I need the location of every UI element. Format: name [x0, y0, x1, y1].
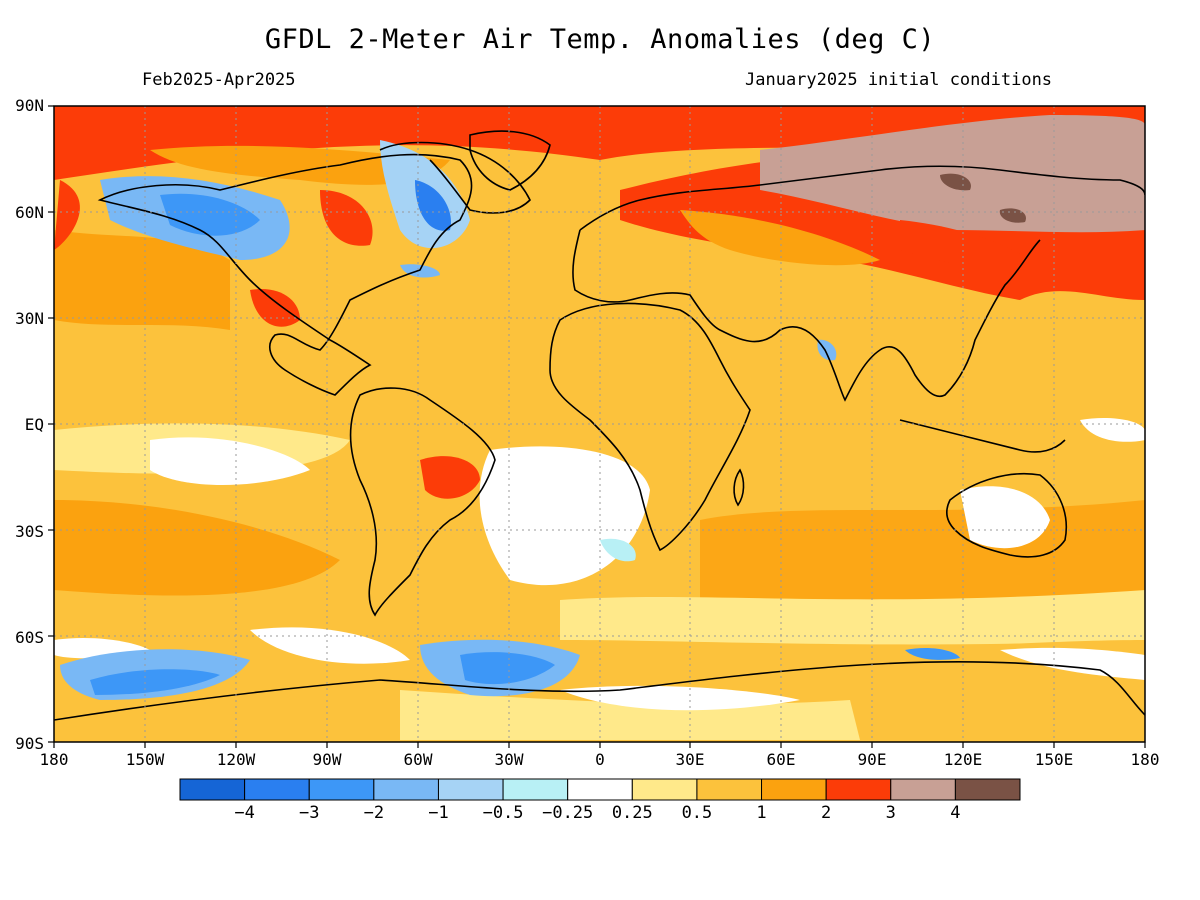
axis-ticks: [48, 105, 1146, 748]
colorbar-swatch: [437, 778, 504, 801]
lon-label: 60E: [766, 750, 796, 769]
lat-label: EQ: [24, 415, 44, 434]
colorbar-label: 2: [821, 803, 832, 823]
colorbar-swatch: [244, 778, 310, 801]
colorbar-swatch: [373, 778, 439, 801]
chart-title: GFDL 2-Meter Air Temp. Anomalies (deg C): [264, 24, 936, 55]
colorbar-swatch: [502, 778, 569, 801]
colorbar-label: 3: [885, 803, 896, 823]
colorbar-label: −0.25: [542, 803, 594, 823]
lat-label: 30S: [15, 522, 44, 541]
forecast-period: Feb2025-Apr2025: [142, 70, 296, 90]
colorbar-swatch: [567, 778, 633, 801]
lon-label: 180: [1130, 750, 1160, 769]
colorbar-swatch: [631, 778, 698, 801]
lon-label: 60W: [403, 750, 433, 769]
lat-label: 90N: [15, 96, 44, 115]
colorbar-swatch: [825, 778, 892, 801]
colorbar-swatch: [308, 778, 375, 801]
lon-label: 30W: [494, 750, 524, 769]
colorbar-swatch: [890, 778, 956, 801]
lon-label: 180: [39, 750, 69, 769]
colorbar-label: −0.5: [482, 803, 524, 823]
colorbar-swatch: [954, 778, 1021, 801]
lon-label: 30E: [675, 750, 705, 769]
colorbar-label: 0.5: [681, 803, 713, 823]
initial-conditions-label: January2025 initial conditions: [745, 70, 1053, 90]
lon-label: 150W: [125, 750, 165, 769]
colorbar-label: 1: [756, 803, 767, 823]
colorbar-label: −1: [428, 803, 449, 823]
colorbar-label: −2: [363, 803, 385, 823]
lon-label: 120W: [216, 750, 256, 769]
lon-label: 90E: [857, 750, 887, 769]
colorbar: [179, 778, 1021, 801]
colorbar-label: −3: [298, 803, 320, 823]
lon-label: 90W: [312, 750, 342, 769]
lat-label: 30N: [15, 309, 44, 328]
colorbar-label: 0.25: [611, 803, 653, 823]
lat-label: 60N: [15, 203, 44, 222]
lat-label: 60S: [15, 628, 44, 647]
graticule: [54, 106, 1145, 742]
colorbar-swatch: [696, 778, 763, 801]
colorbar-swatch: [179, 778, 246, 801]
lat-label: 90S: [15, 734, 44, 753]
colorbar-label: −4: [234, 803, 255, 823]
colorbar-swatch: [761, 778, 827, 801]
lon-label: 120E: [943, 750, 983, 769]
lon-label: 150E: [1034, 750, 1074, 769]
colorbar-label: 4: [950, 803, 961, 823]
lon-label: 0: [595, 750, 605, 769]
